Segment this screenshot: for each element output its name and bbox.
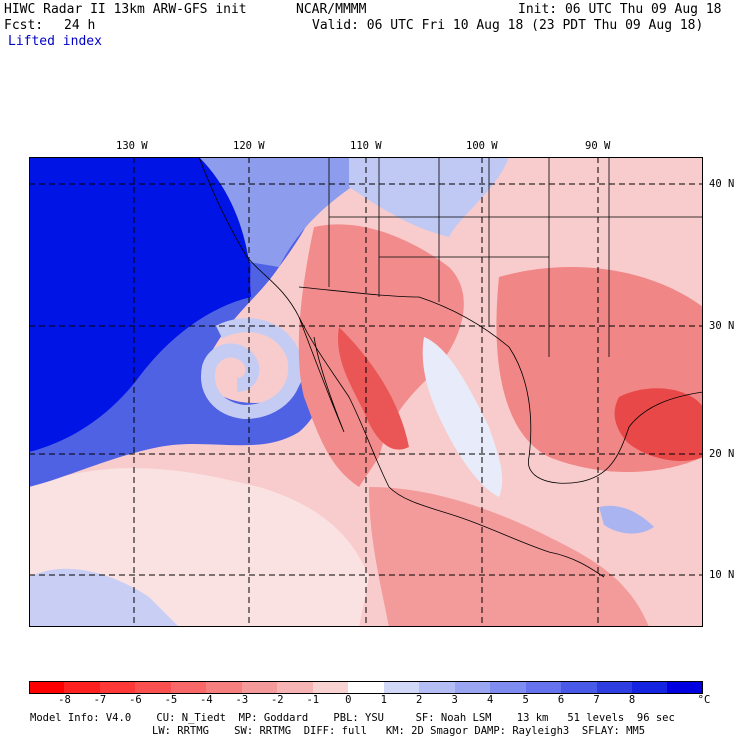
pacific-coastline — [198, 157, 605, 578]
lat-label-40n: 40 N — [709, 178, 735, 190]
lat-label-10n: 10 N — [709, 569, 735, 581]
state-lines — [328, 157, 703, 357]
colorbar — [29, 681, 703, 694]
colorbar-cell — [631, 681, 668, 694]
field-light-blue-north — [349, 157, 509, 237]
field-mid-red-south — [369, 487, 649, 627]
lon-label-90w: 90 W — [585, 140, 611, 152]
lon-label-110w: 110 W — [350, 140, 382, 152]
colorbar-tick-label: 1 — [380, 694, 387, 706]
colorbar-tick-label: 4 — [486, 694, 494, 706]
colorbar-cell — [312, 681, 349, 694]
field-blue-central-america — [599, 505, 654, 534]
colorbar-cell — [490, 681, 526, 694]
field-deep-blue-pacific — [29, 157, 252, 452]
colorbar-tick-label: 0 — [345, 694, 352, 706]
colorbar-tick-label: 3 — [451, 694, 458, 706]
model-info-line1: Model Info: V4.0 CU: N_Tiedt MP: Goddard… — [30, 712, 675, 724]
colorbar-unit: °C — [697, 694, 711, 706]
colorbar-tick-label: -6 — [129, 694, 142, 706]
lon-label-100w: 100 W — [466, 140, 498, 152]
colorbar-cell — [241, 681, 278, 694]
lon-label-130w: 130 W — [116, 140, 148, 152]
map-canvas — [29, 157, 703, 627]
lifted-index-map — [29, 157, 703, 627]
field-light-blue-swirl — [201, 318, 303, 420]
field-deep-red-gulf — [614, 388, 703, 462]
colorbar-cell — [348, 681, 384, 694]
colorbar-tick-label: -4 — [200, 694, 213, 706]
colorbar-cell — [99, 681, 136, 694]
colorbar-tick-label: -2 — [270, 694, 284, 706]
colorbar-cell — [29, 681, 65, 694]
colorbar-frame — [29, 681, 703, 694]
colorbar-cell — [170, 681, 207, 694]
colorbar-tick-label: -1 — [306, 694, 320, 706]
baja-coastline — [298, 316, 345, 433]
graticule — [29, 157, 703, 627]
colorbar-tick-label: 6 — [557, 694, 565, 706]
colorbar-tick-label: 2 — [416, 694, 423, 706]
colorbar-cell — [64, 681, 100, 694]
lat-label-30n: 30 N — [709, 320, 735, 332]
colorbar-tick-label: -7 — [93, 694, 107, 706]
colorbar-cell — [667, 681, 703, 694]
colorbar-cell — [561, 681, 597, 694]
model-info-line2: LW: RRTMG SW: RRTMG DIFF: full KM: 2D Sm… — [152, 725, 646, 737]
geographic-boundaries — [198, 157, 703, 578]
colorbar-tick-label: -5 — [164, 694, 178, 706]
colorbar-cell — [419, 681, 455, 694]
colorbar-tick-label: -3 — [235, 694, 249, 706]
lat-label-20n: 20 N — [709, 448, 735, 460]
colorbar-cell — [525, 681, 562, 694]
colorbar-tick-label: 8 — [628, 694, 636, 706]
map-frame — [29, 157, 703, 627]
colorbar-tick-label: -8 — [58, 694, 71, 706]
center-label: NCAR/MMMM — [296, 2, 367, 17]
model-title: HIWC Radar II 13km ARW-GFS init — [4, 2, 247, 17]
colorbar-tick-label: 7 — [593, 694, 600, 706]
field-light-blue-southwest — [29, 568, 179, 627]
field-deep-red-mexico — [338, 327, 409, 450]
us-mexico-border — [298, 286, 510, 348]
colorbar-cell — [135, 681, 171, 694]
colorbar-cell — [596, 681, 632, 694]
colorbar-cell — [383, 681, 420, 694]
forecast-label: Fcst: — [4, 18, 44, 33]
colorbar-tick-label: 5 — [522, 694, 529, 706]
field-name: Lifted index — [8, 34, 102, 49]
forecast-hour: 24 h — [64, 18, 96, 33]
colorbar-cell — [206, 681, 242, 694]
colorbar-cell — [454, 681, 491, 694]
gulf-coastline — [508, 346, 703, 484]
colorbar-cell — [277, 681, 313, 694]
init-time: Init: 06 UTC Thu 09 Aug 18 — [518, 2, 722, 17]
lon-label-120w: 120 W — [233, 140, 265, 152]
valid-time: Valid: 06 UTC Fri 10 Aug 18 (23 PDT Thu … — [312, 18, 704, 33]
